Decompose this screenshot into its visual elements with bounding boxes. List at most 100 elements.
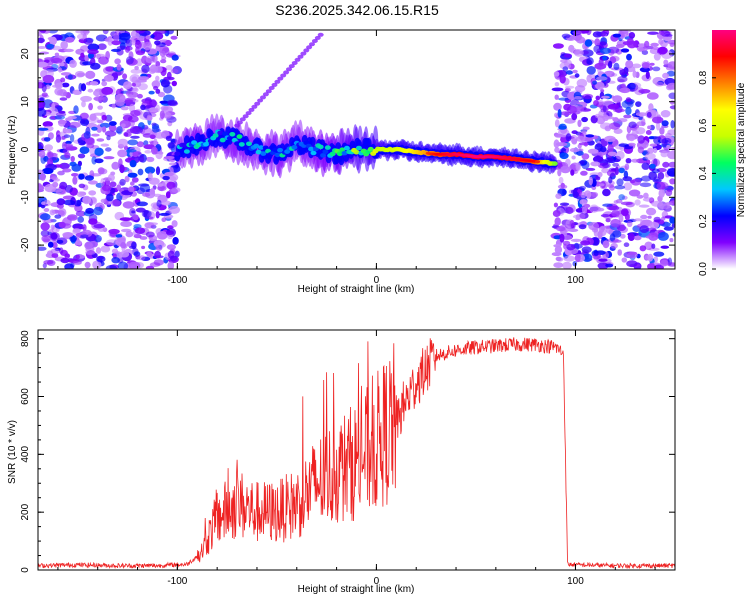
noise-blob bbox=[663, 226, 674, 231]
noise-blob bbox=[153, 65, 163, 74]
ridge-core bbox=[255, 149, 262, 155]
noise-blob bbox=[578, 224, 587, 230]
noise-blob bbox=[607, 144, 614, 153]
noise-blob bbox=[651, 243, 656, 249]
noise-blob bbox=[56, 239, 64, 244]
noise-blob bbox=[132, 151, 139, 157]
streak-blob bbox=[257, 98, 264, 103]
noise-blob bbox=[554, 82, 560, 87]
noise-blob bbox=[585, 134, 595, 138]
noise-blob bbox=[570, 238, 582, 242]
noise-blob bbox=[574, 253, 581, 263]
noise-blob bbox=[669, 42, 675, 47]
noise-blob bbox=[160, 106, 169, 111]
noise-blob bbox=[559, 61, 572, 70]
noise-blob bbox=[617, 118, 628, 123]
noise-blob bbox=[658, 38, 664, 45]
noise-blob bbox=[106, 135, 111, 141]
noise-blob bbox=[101, 86, 114, 95]
streak-blob bbox=[262, 92, 269, 97]
noise-blob bbox=[614, 185, 626, 190]
noise-blob bbox=[69, 59, 77, 68]
noise-blob bbox=[558, 125, 567, 130]
noise-blob bbox=[152, 54, 158, 63]
noise-blob bbox=[54, 82, 63, 89]
streak-blob bbox=[277, 76, 284, 81]
streak-blob bbox=[245, 111, 252, 116]
noise-blob bbox=[653, 147, 658, 154]
noise-blob bbox=[648, 136, 655, 140]
noise-blob bbox=[52, 181, 59, 188]
noise-blob bbox=[652, 66, 661, 72]
noise-blob bbox=[657, 46, 668, 55]
noise-blob bbox=[669, 178, 675, 185]
noise-blob bbox=[156, 199, 162, 208]
ridge-core bbox=[236, 134, 243, 139]
noise-blob bbox=[155, 61, 161, 67]
noise-blob bbox=[41, 201, 46, 205]
noise-blob bbox=[628, 189, 641, 197]
noise-blob bbox=[174, 250, 180, 258]
noise-blob bbox=[610, 218, 621, 228]
ridge-core bbox=[274, 152, 281, 158]
noise-blob bbox=[79, 146, 90, 154]
noise-blob bbox=[124, 175, 130, 183]
noise-blob bbox=[91, 126, 98, 131]
noise-blob bbox=[662, 72, 670, 79]
noise-blob bbox=[153, 193, 162, 198]
noise-blob bbox=[44, 144, 53, 151]
noise-blob bbox=[40, 229, 50, 237]
noise-blob bbox=[619, 68, 626, 76]
noise-blob bbox=[647, 253, 654, 262]
noise-blob bbox=[649, 221, 660, 229]
noise-blob bbox=[57, 170, 65, 176]
noise-blob bbox=[43, 199, 51, 207]
noise-blob bbox=[625, 97, 632, 103]
noise-blob bbox=[154, 40, 161, 46]
noise-blob bbox=[155, 166, 161, 176]
noise-blob bbox=[170, 35, 178, 40]
streak-blob bbox=[271, 82, 278, 87]
noise-blob bbox=[93, 224, 105, 229]
noise-blob bbox=[139, 236, 148, 240]
snr-frame bbox=[37, 329, 676, 571]
noise-blob bbox=[131, 82, 136, 87]
ridge-core bbox=[272, 147, 279, 153]
noise-blob bbox=[165, 135, 172, 141]
heatmap-x-axis-title: Height of straight line (km) bbox=[298, 284, 415, 295]
noise-blob bbox=[111, 248, 119, 254]
noise-blob bbox=[119, 164, 125, 174]
ridge-core bbox=[226, 136, 233, 141]
noise-blob bbox=[38, 144, 44, 153]
noise-blob bbox=[51, 242, 58, 249]
streak-blob bbox=[286, 67, 292, 72]
noise-blob bbox=[88, 190, 97, 196]
noise-blob bbox=[647, 263, 656, 269]
noise-blob bbox=[89, 146, 96, 155]
noise-blob bbox=[656, 181, 669, 190]
noise-blob bbox=[649, 62, 655, 66]
noise-blob bbox=[640, 214, 648, 220]
noise-blob bbox=[560, 165, 571, 174]
noise-blob bbox=[642, 197, 654, 202]
noise-blob bbox=[605, 263, 614, 268]
noise-blob bbox=[127, 172, 138, 178]
noise-blob bbox=[623, 114, 632, 119]
noise-blob bbox=[600, 89, 605, 93]
noise-blob bbox=[43, 208, 50, 212]
noise-blob bbox=[146, 114, 152, 121]
noise-blob bbox=[92, 260, 102, 269]
ridge-core bbox=[212, 133, 219, 138]
noise-blob bbox=[41, 92, 48, 97]
noise-blob bbox=[80, 95, 92, 102]
noise-blob bbox=[167, 225, 174, 229]
noise-blob bbox=[120, 220, 132, 227]
noise-blob bbox=[159, 212, 170, 216]
noise-blob bbox=[39, 97, 45, 102]
noise-blob bbox=[69, 235, 77, 243]
noise-blob bbox=[65, 144, 73, 148]
noise-blob bbox=[641, 50, 649, 55]
noise-blob bbox=[95, 53, 106, 57]
